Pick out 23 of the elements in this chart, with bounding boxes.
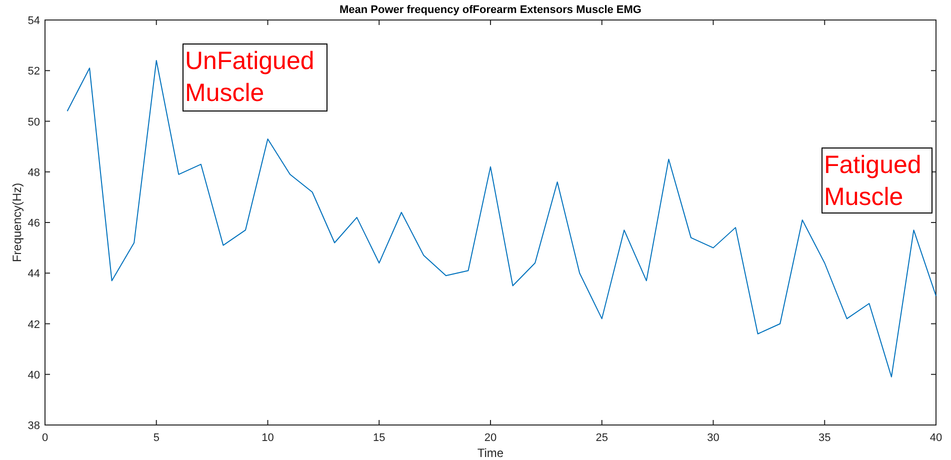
y-tick-label: 44 bbox=[28, 268, 40, 280]
chart-title: Mean Power frequency ofForearm Extensors Muscle EMG bbox=[340, 4, 642, 16]
x-tick-label: 20 bbox=[484, 432, 497, 444]
x-tick-label: 0 bbox=[42, 432, 48, 444]
y-tick-label: 54 bbox=[28, 15, 40, 27]
y-tick-label: 52 bbox=[28, 66, 40, 78]
x-tick-label: 15 bbox=[373, 432, 386, 444]
x-tick-label: 10 bbox=[262, 432, 274, 444]
y-tick-label: 46 bbox=[28, 218, 40, 230]
y-tick-label: 42 bbox=[28, 318, 40, 331]
x-tick-label: 5 bbox=[153, 432, 160, 444]
x-tick-label: 25 bbox=[596, 432, 608, 444]
y-axis-title: Frequency(Hz) bbox=[10, 182, 24, 262]
y-tick-label: 38 bbox=[28, 420, 40, 432]
x-axis-title: Time bbox=[477, 446, 504, 460]
x-tick-label: 35 bbox=[818, 432, 831, 444]
annotation: UnFatigued Muscle bbox=[185, 47, 314, 107]
y-tick-label: 40 bbox=[28, 369, 40, 382]
annotation: Fatigued Muscle bbox=[824, 151, 922, 211]
y-tick-label: 48 bbox=[28, 166, 40, 179]
x-tick-label: 40 bbox=[930, 432, 942, 444]
y-tick-label: 50 bbox=[28, 116, 40, 128]
x-tick-label: 30 bbox=[707, 432, 720, 444]
